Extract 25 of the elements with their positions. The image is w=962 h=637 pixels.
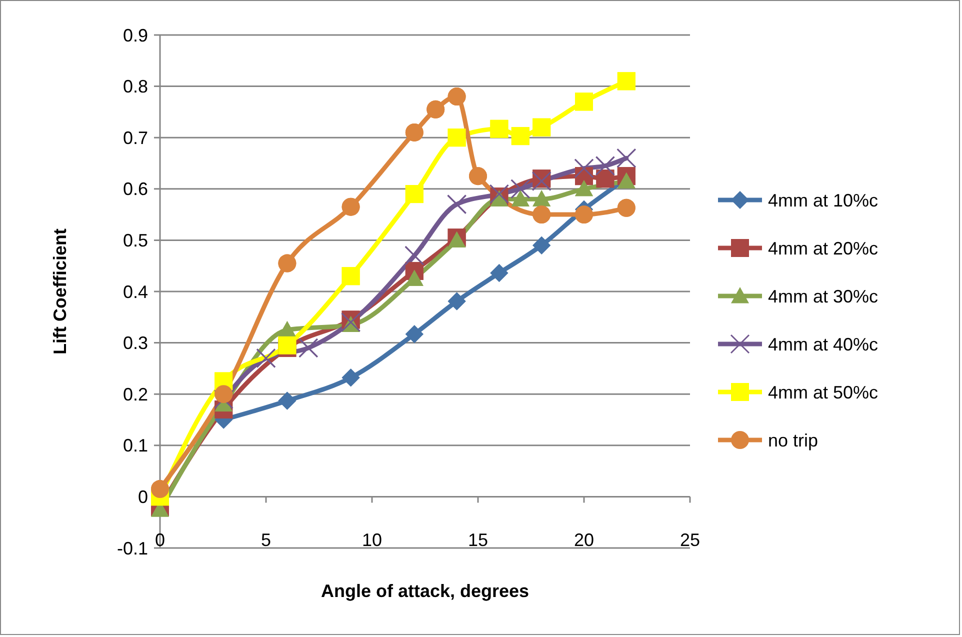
legend-label: 4mm at 40%c [768,334,878,354]
y-tick-label: 0.7 [122,128,148,148]
y-tick-label: -0.1 [116,538,148,558]
y-tick-label: 0.8 [122,76,148,97]
y-tick-label: 0.3 [122,333,148,354]
y-tick-label: 0.4 [122,282,148,302]
x-tick-label: 15 [468,530,488,550]
y-tick-label: 0.2 [122,384,148,404]
x-tick-label: 10 [362,530,382,550]
x-tick-label: 0 [154,530,166,550]
y-tick-label: 0.5 [122,230,148,250]
legend-label: no trip [768,430,818,450]
legend-label: 4mm at 10%c [768,190,878,210]
legend-label: 4mm at 20%c [768,238,878,258]
y-tick-label: 0 [138,487,148,507]
legend-label: 4mm at 50%c [768,382,878,402]
y-tick-label: 0.6 [122,179,148,200]
legend-label: 4mm at 30%c [768,286,878,306]
x-tick-label: 20 [574,530,594,550]
x-tick-label: 25 [680,530,700,550]
x-axis-title: Angle of attack, degrees [320,581,530,601]
y-tick-label: 0.9 [122,25,148,46]
y-tick-label: 0.1 [122,436,148,456]
x-tick-label: 5 [260,530,272,550]
y-axis-title: Lift Coefficient [50,228,70,354]
